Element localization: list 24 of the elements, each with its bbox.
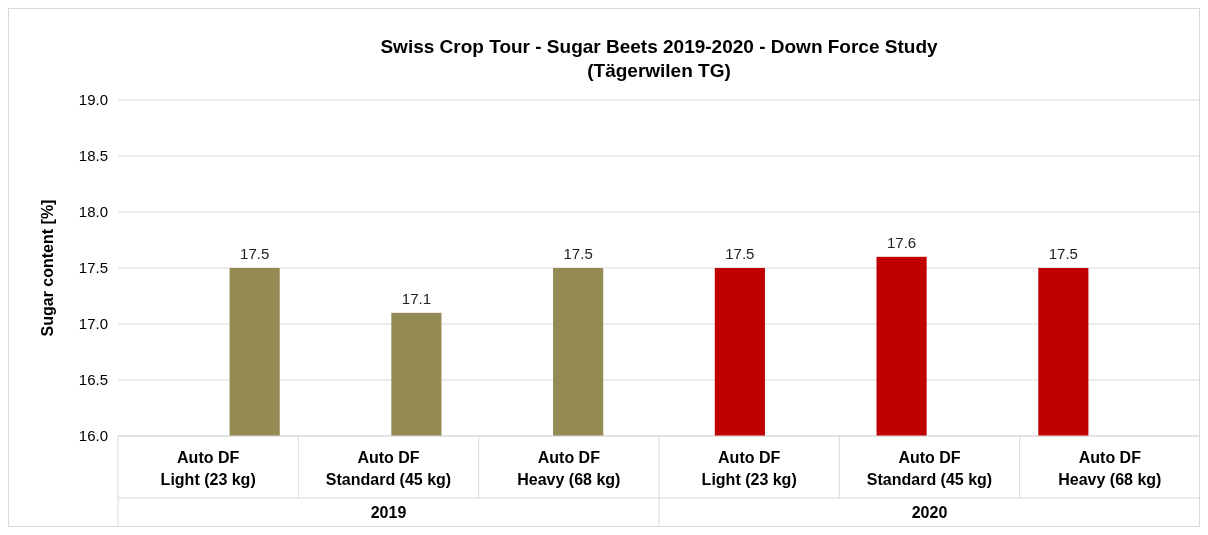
y-tick-label: 17.0 (78, 315, 108, 332)
y-tick-label: 18.0 (78, 203, 108, 220)
y-tick-label: 16.5 (78, 371, 108, 388)
data-label: 17.5 (725, 245, 755, 262)
x-tick-label: Auto DF Light (23 kg) (160, 449, 256, 488)
y-tick-label: 16.0 (78, 427, 108, 444)
data-label: 17.1 (401, 289, 431, 307)
x-tick-label: Auto DF Heavy (68 kg) (1058, 449, 1162, 488)
x-tick-label: Auto DF Light (23 kg) (701, 449, 797, 488)
y-tick-label: 17.5 (78, 259, 108, 276)
data-label: 17.5 (563, 245, 593, 262)
y-axis-title: Sugar content [%] (39, 199, 56, 337)
text: 2019 (370, 504, 407, 521)
data-label: 17.5 (240, 245, 270, 262)
data-label: 17.5 (1048, 245, 1078, 262)
y-tick-label: 19.0 (78, 91, 108, 108)
y-tick-label: 18.5 (78, 147, 108, 164)
chart-subtitle: (Tägerwilen TG) (587, 60, 731, 81)
x-tick-label: Auto DF Standard (45 kg) (325, 449, 452, 488)
x-tick-label: Auto DF Standard (45 kg) (866, 449, 993, 488)
data-label: 17.6 (887, 233, 917, 251)
text: 2020 (911, 504, 948, 521)
chart-title: Swiss Crop Tour - Sugar Beets 2019-2020 - Down Force Study (380, 36, 938, 57)
x-tick-label: Auto DF Heavy (68 kg) (517, 449, 621, 488)
